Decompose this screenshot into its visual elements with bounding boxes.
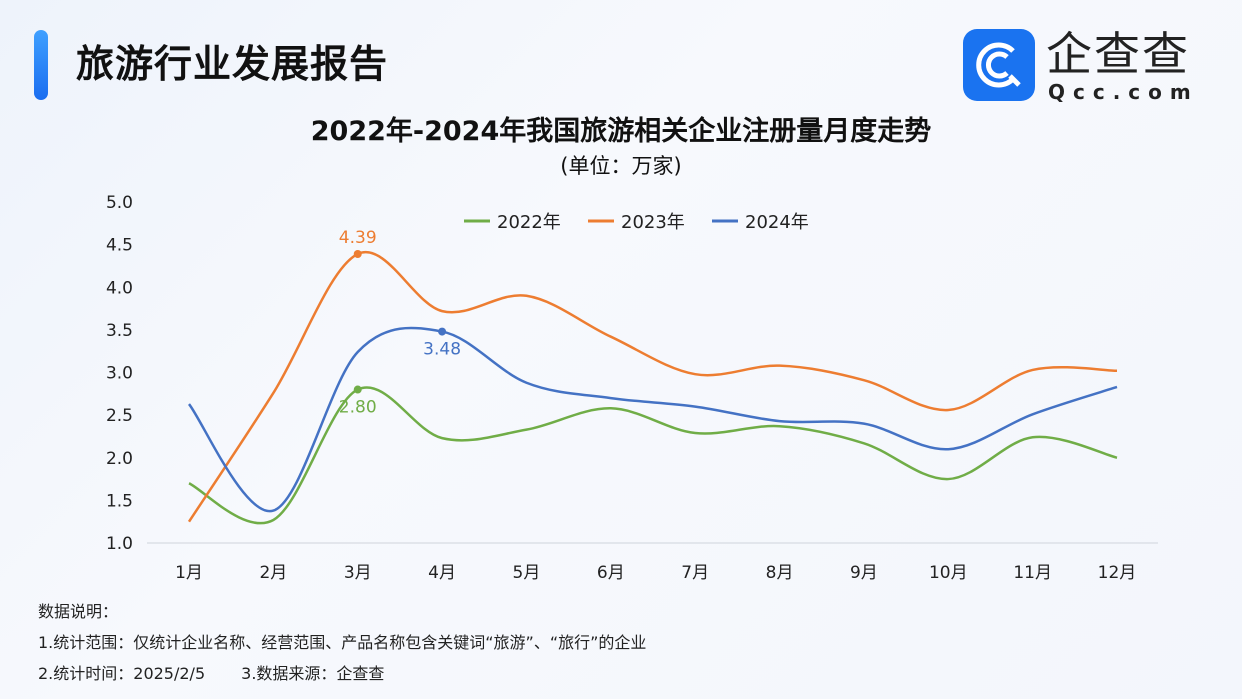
data-notes: 数据说明： 1.统计范围：仅统计企业名称、经营范围、产品名称包含关键词“旅游”、… bbox=[38, 596, 646, 689]
notes-scope: 1.统计范围：仅统计企业名称、经营范围、产品名称包含关键词“旅游”、“旅行”的企… bbox=[38, 633, 647, 652]
x-tick-label: 2月 bbox=[259, 563, 287, 583]
x-tick-label: 12月 bbox=[1098, 563, 1137, 583]
legend-label: 2024年 bbox=[745, 212, 809, 233]
legend-label: 2023年 bbox=[621, 212, 685, 233]
y-tick-label: 1.0 bbox=[106, 534, 133, 554]
title-accent-bar bbox=[34, 30, 48, 100]
brand-domain: Qcc.com bbox=[1048, 80, 1199, 104]
y-tick-label: 4.0 bbox=[106, 278, 133, 298]
page-title: 旅游行业发展报告 bbox=[76, 42, 389, 86]
notes-date: 2.统计时间：2025/2/5 bbox=[38, 664, 206, 683]
y-tick-label: 3.5 bbox=[106, 321, 133, 341]
legend-label: 2022年 bbox=[497, 212, 561, 233]
data-point-marker bbox=[353, 385, 362, 394]
x-tick-label: 3月 bbox=[344, 563, 372, 583]
notes-source: 3.数据来源：企查查 bbox=[241, 664, 385, 683]
data-label: 3.48 bbox=[423, 340, 461, 360]
chart-title: 2022年-2024年我国旅游相关企业注册量月度走势 bbox=[310, 116, 932, 147]
chart-unit: (单位：万家) bbox=[560, 154, 682, 178]
data-point-marker bbox=[438, 327, 447, 336]
y-tick-label: 5.0 bbox=[106, 193, 133, 213]
x-tick-label: 10月 bbox=[929, 563, 968, 583]
x-tick-label: 6月 bbox=[597, 563, 625, 583]
data-label: 2.80 bbox=[339, 398, 377, 418]
x-tick-label: 4月 bbox=[428, 563, 456, 583]
x-tick-label: 9月 bbox=[850, 563, 878, 583]
x-tick-label: 5月 bbox=[513, 563, 541, 583]
series-line-2024年 bbox=[188, 326, 1118, 513]
y-tick-label: 2.5 bbox=[106, 406, 133, 426]
y-tick-label: 2.0 bbox=[106, 449, 133, 469]
y-tick-label: 3.0 bbox=[106, 364, 133, 384]
x-tick-label: 7月 bbox=[681, 563, 709, 583]
x-tick-label: 8月 bbox=[766, 563, 794, 583]
x-tick-label: 1月 bbox=[175, 563, 203, 583]
y-tick-label: 4.5 bbox=[106, 236, 133, 256]
series-line-2023年 bbox=[187, 250, 1118, 523]
x-tick-label: 11月 bbox=[1013, 563, 1052, 583]
y-tick-label: 1.5 bbox=[106, 491, 133, 511]
data-point-marker bbox=[353, 250, 362, 259]
qcc-logo-icon bbox=[963, 29, 1035, 101]
brand-name: 企查查 bbox=[1046, 27, 1190, 81]
notes-heading: 数据说明： bbox=[38, 602, 119, 621]
series-line-2022年 bbox=[188, 386, 1118, 525]
data-label: 4.39 bbox=[339, 228, 377, 248]
